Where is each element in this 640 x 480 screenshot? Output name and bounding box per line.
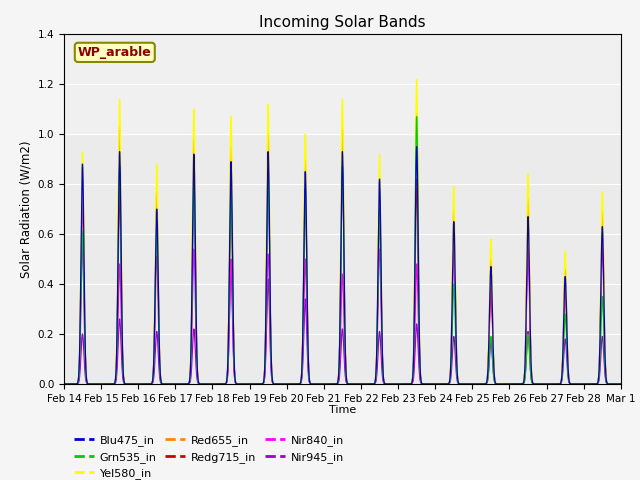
X-axis label: Time: Time — [329, 405, 356, 415]
Y-axis label: Solar Radiation (W/m2): Solar Radiation (W/m2) — [19, 140, 32, 277]
Bar — [64, 34, 621, 134]
Title: Incoming Solar Bands: Incoming Solar Bands — [259, 15, 426, 30]
Text: WP_arable: WP_arable — [78, 46, 152, 59]
Legend: Blu475_in, Grn535_in, Yel580_in, Red655_in, Redg715_in, Nir840_in, Nir945_in: Blu475_in, Grn535_in, Yel580_in, Red655_… — [70, 431, 349, 480]
